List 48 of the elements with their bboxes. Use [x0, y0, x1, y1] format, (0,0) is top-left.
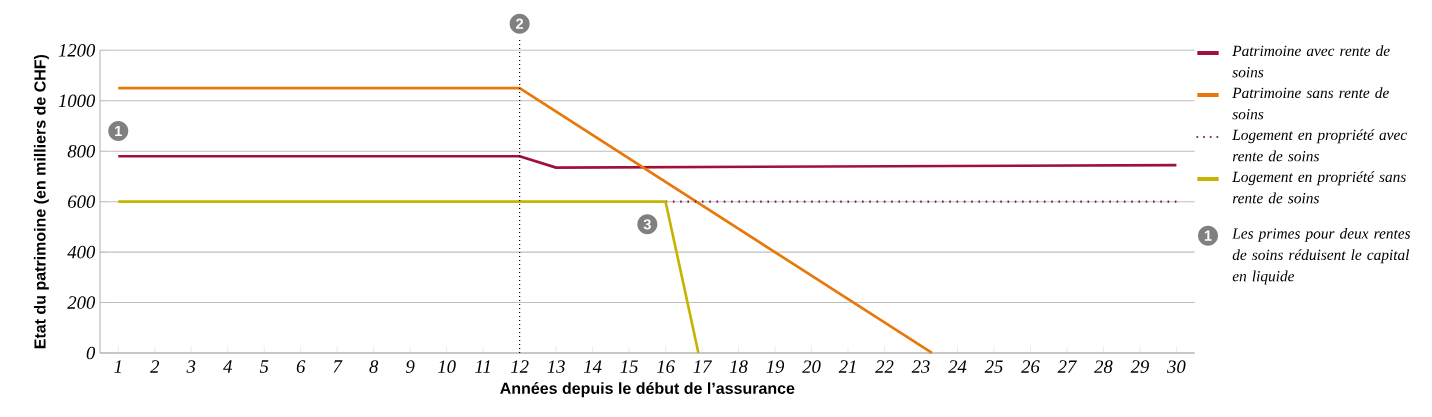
x-tick-label: 25 [984, 360, 1003, 373]
y-tick-label: 600 [68, 195, 96, 208]
text: Les primes pour deux rentes de soins réduisent le capital en liquide [1232, 227, 1411, 285]
x-tick-label: 4 [223, 360, 232, 373]
x-tick-label: 17 [693, 360, 713, 373]
x-tick-label: 28 [1094, 360, 1113, 373]
x-tick-label: 30 [1167, 360, 1186, 373]
x-tick-label: 9 [406, 360, 415, 373]
x-tick-label: 24 [948, 360, 967, 373]
x-tick-label: 14 [583, 360, 602, 373]
x-tick-label: 7 [333, 360, 343, 373]
text: 2 [516, 18, 524, 29]
x-tick-label: 23 [911, 360, 930, 373]
x-tick-label: 16 [656, 360, 675, 373]
x-tick-label: 22 [875, 360, 894, 373]
x-tick-label: 29 [1130, 360, 1149, 373]
x-tick-label: 11 [475, 360, 490, 373]
annotation: 1 [115, 126, 122, 137]
y-tick-label: 0 [86, 346, 96, 360]
x-tick-label: 8 [369, 360, 379, 373]
y-tick-label: 1000 [58, 94, 96, 108]
x-tick-label: 10 [437, 360, 456, 373]
x-tick-label: 6 [296, 360, 306, 373]
x-tick-label: 26 [1021, 360, 1040, 373]
y-tick-label: 200 [67, 296, 96, 309]
x-axis-title: Années depuis le début de l’assurance [500, 382, 795, 398]
legend-label: Patrimoine avec rente de soins [1232, 45, 1390, 78]
y-axis-title: Etat du patrimoine (en milliers de CHF) [33, 54, 49, 349]
text: 1 [1204, 230, 1212, 241]
x-tick-label: 21 [838, 360, 856, 373]
y-tick-label: 1200 [58, 44, 96, 57]
x-tick-label: 18 [729, 360, 748, 373]
x-tick-label: 5 [259, 360, 269, 373]
y-tick-label: 800 [67, 144, 96, 158]
x-tick-label: 15 [620, 360, 638, 373]
legend-label: Patrimoine sans rente de soins [1232, 87, 1389, 120]
x-tick-label: 3 [186, 360, 196, 373]
legend-label: Logement en propriété avec rente de soins [1232, 129, 1407, 162]
x-tick-label: 20 [802, 360, 821, 373]
x-tick-label: 12 [510, 360, 529, 373]
x-tick-label: 27 [1057, 360, 1077, 373]
x-tick-label: 13 [547, 360, 565, 373]
annotation: 3 [643, 219, 651, 230]
legend-label: Logement en propriété sans rente de soins [1232, 171, 1406, 204]
y-tick-label: 400 [67, 245, 96, 259]
x-tick-label: 1 [114, 360, 121, 373]
x-tick-label: 2 [150, 360, 160, 373]
x-tick-label: 19 [766, 360, 785, 373]
